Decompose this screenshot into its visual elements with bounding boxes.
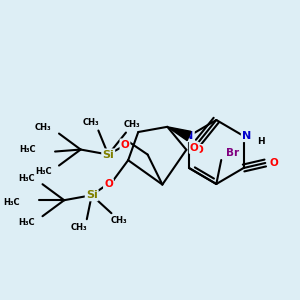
Text: O: O [104, 179, 113, 189]
Text: CH₃: CH₃ [35, 123, 52, 132]
Polygon shape [167, 127, 191, 141]
Text: CH₃: CH₃ [70, 223, 87, 232]
Text: O: O [121, 140, 129, 149]
Text: N: N [242, 131, 251, 141]
Text: H₃C: H₃C [3, 198, 20, 207]
Text: H₃C: H₃C [35, 167, 52, 176]
Text: Si: Si [86, 190, 98, 200]
Text: H: H [257, 136, 265, 146]
Text: O: O [190, 143, 199, 153]
Text: O: O [194, 145, 203, 155]
Text: Si: Si [102, 149, 114, 160]
Text: H₃C: H₃C [18, 218, 35, 227]
Text: H₃C: H₃C [20, 145, 36, 154]
Text: CH₃: CH₃ [124, 120, 140, 129]
Text: H₃C: H₃C [18, 174, 35, 183]
Text: CH₃: CH₃ [82, 118, 99, 127]
Text: Br: Br [226, 148, 240, 158]
Text: CH₃: CH₃ [111, 216, 128, 225]
Text: O: O [270, 158, 278, 168]
Text: N: N [184, 131, 194, 141]
